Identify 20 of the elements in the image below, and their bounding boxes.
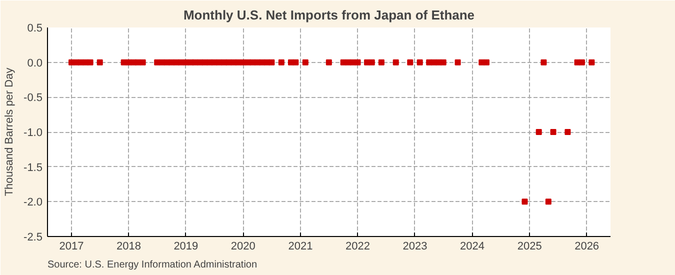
y-axis-title: Thousand Barrels per Day [4,67,16,196]
y-tick-label: -0.5 [24,92,43,104]
x-tick-label: 2021 [288,240,313,252]
y-tick-label: -1.0 [24,127,43,139]
x-tick-label: 2019 [174,240,198,252]
y-tick-label: -1.5 [24,162,43,174]
x-tick-label: 2023 [402,240,428,252]
x-tick-label: 2025 [517,240,542,252]
y-tick-label: -2.5 [24,232,43,244]
source-note: Source: U.S. Energy Information Administration [48,260,258,270]
y-tick-label: 0.0 [27,57,43,70]
x-tick-label: 2022 [346,240,370,252]
x-tick-label: 2024 [460,240,484,252]
chart-title: Monthly U.S. Net Imports from Japan of Ethane [183,8,475,22]
x-tick-label: 2018 [116,240,141,252]
x-tick-label: 2020 [230,240,256,252]
x-tick-label: 2026 [574,240,600,252]
x-tick-label: 2017 [59,240,84,252]
y-tick-label: 0.5 [27,22,43,34]
y-tick-label: -2.0 [24,196,43,209]
